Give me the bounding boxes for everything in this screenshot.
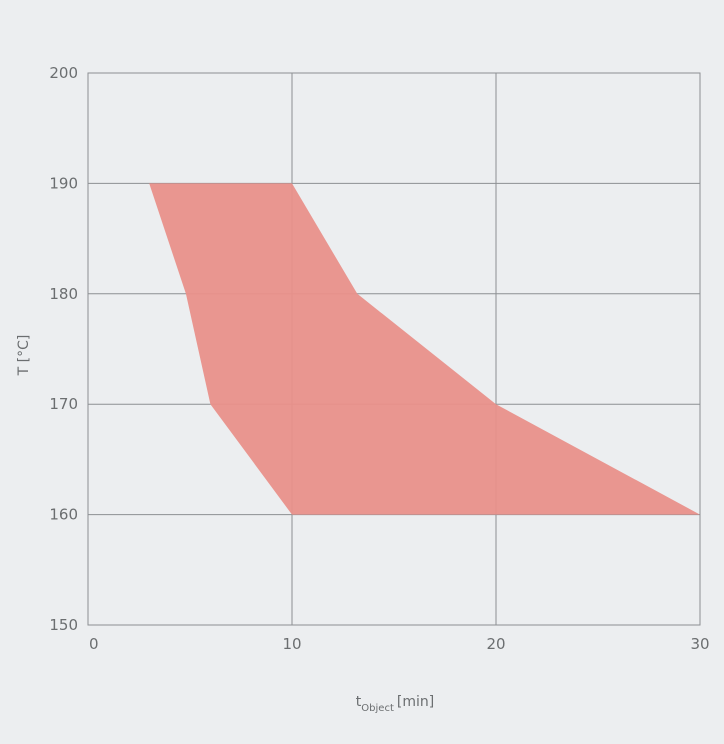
- plot-frame-rect: [87, 72, 701, 626]
- y-tick-label-170: 170: [49, 395, 78, 413]
- x-tick-label-0: 0: [89, 635, 99, 653]
- x-axis-title-unit: [min]: [397, 694, 434, 710]
- y-tick-label-150: 150: [49, 616, 78, 634]
- x-tick-label-30: 30: [690, 635, 709, 653]
- y-tick-label-160: 160: [49, 506, 78, 524]
- y-tick-label-200: 200: [49, 64, 78, 82]
- x-tick-labels: 0 10 20 30: [89, 635, 710, 653]
- region-polygon: [149, 183, 700, 515]
- x-axis-title: tObject [min]: [356, 694, 434, 714]
- y-tick-label-190: 190: [49, 174, 78, 192]
- y-tick-labels: 150 160 170 180 190 200: [49, 64, 78, 634]
- region-layer: [149, 183, 700, 515]
- x-tick-label-10: 10: [282, 635, 301, 653]
- x-tick-label-20: 20: [486, 635, 505, 653]
- y-axis-title: T [°C]: [16, 335, 32, 377]
- y-tick-label-180: 180: [49, 285, 78, 303]
- x-axis-title-subscript: Object: [361, 703, 394, 714]
- x-axis-title-main: t: [356, 694, 362, 710]
- plot-frame: [87, 72, 701, 626]
